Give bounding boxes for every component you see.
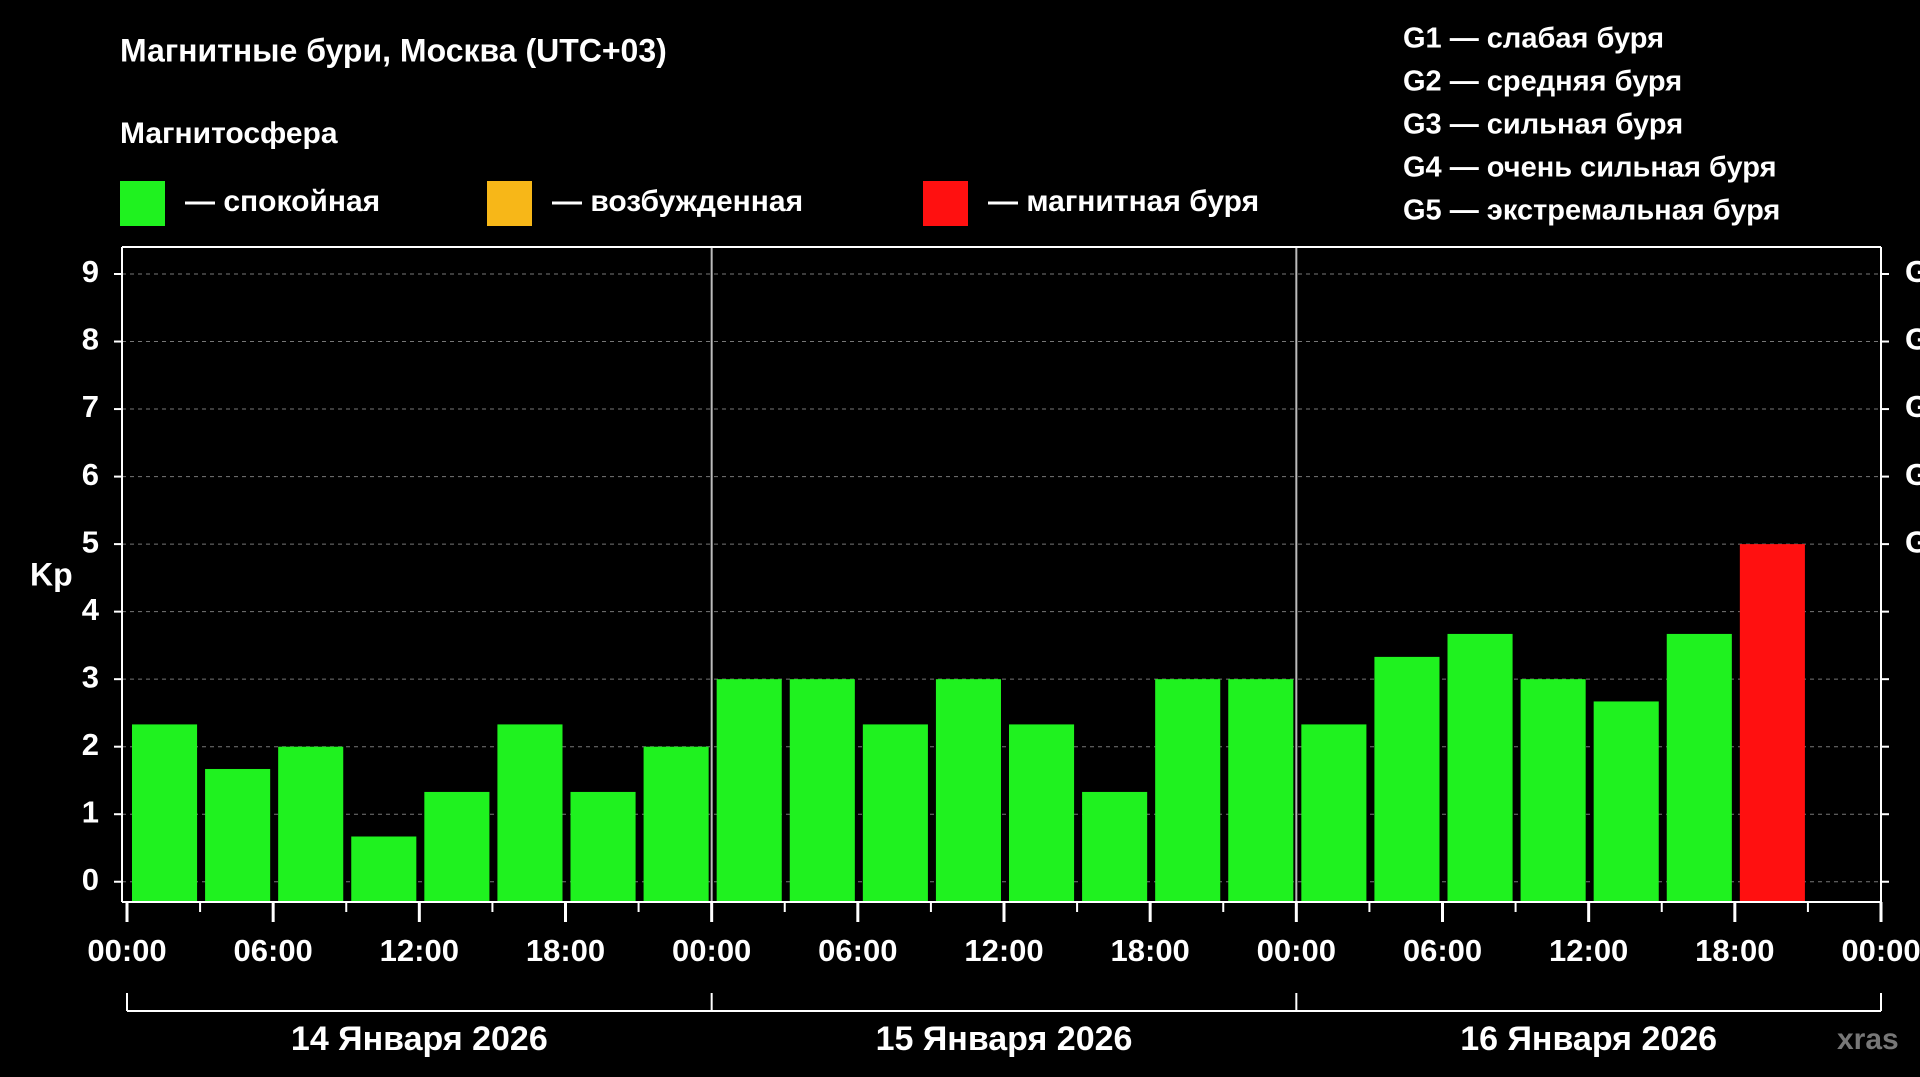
y-tick-label: 5 bbox=[82, 524, 99, 559]
watermark: xras bbox=[1837, 1023, 1899, 1056]
x-tick-label: 18:00 bbox=[1111, 933, 1190, 968]
bar bbox=[1301, 724, 1367, 902]
bar bbox=[278, 746, 344, 902]
legend-label: — магнитная буря bbox=[988, 185, 1259, 218]
y-axis-label: Kp bbox=[30, 556, 73, 592]
storm-level: G5 — экстремальная буря bbox=[1403, 195, 1780, 227]
x-tick-label: 00:00 bbox=[1841, 933, 1920, 968]
y-tick-label: 8 bbox=[82, 322, 99, 357]
bar bbox=[1082, 791, 1148, 902]
y2-tick-label: G1 bbox=[1905, 524, 1920, 559]
bar bbox=[643, 746, 709, 902]
legend-label: — возбужденная bbox=[552, 185, 803, 218]
y-tick-label: 4 bbox=[82, 592, 100, 627]
bar bbox=[935, 679, 1001, 902]
day-label: 14 Января 2026 bbox=[291, 1020, 548, 1058]
y2-tick-label: G5 bbox=[1905, 254, 1920, 289]
y-tick-label: 1 bbox=[82, 794, 99, 829]
x-tick-label: 06:00 bbox=[818, 933, 897, 968]
x-tick-label: 12:00 bbox=[1549, 933, 1628, 968]
y2-tick-label: G3 bbox=[1905, 389, 1920, 424]
x-tick-label: 18:00 bbox=[526, 933, 605, 968]
x-tick-label: 18:00 bbox=[1695, 933, 1774, 968]
day-label: 16 Января 2026 bbox=[1460, 1020, 1717, 1058]
legend-swatch bbox=[120, 181, 165, 226]
bar bbox=[789, 679, 855, 902]
y-tick-label: 7 bbox=[82, 389, 99, 424]
bar bbox=[716, 679, 782, 902]
bar bbox=[1374, 656, 1440, 902]
day-label: 15 Января 2026 bbox=[876, 1020, 1133, 1058]
storm-level: G1 — слабая буря bbox=[1403, 23, 1664, 55]
bar bbox=[1155, 679, 1221, 902]
storm-level: G3 — сильная буря bbox=[1403, 109, 1683, 141]
bar bbox=[1520, 679, 1586, 902]
bar bbox=[497, 724, 563, 902]
x-tick-label: 12:00 bbox=[964, 933, 1043, 968]
y-tick-label: 3 bbox=[82, 659, 99, 694]
legend-swatch bbox=[923, 181, 968, 226]
bar bbox=[205, 768, 271, 902]
x-tick-label: 00:00 bbox=[87, 933, 166, 968]
bar bbox=[1447, 633, 1513, 902]
x-tick-label: 06:00 bbox=[234, 933, 313, 968]
bar bbox=[132, 724, 198, 902]
x-tick-label: 00:00 bbox=[672, 933, 751, 968]
bar bbox=[1009, 724, 1075, 902]
chart-title: Магнитные бури, Москва (UTC+03) bbox=[120, 32, 667, 68]
x-tick-label: 00:00 bbox=[1257, 933, 1336, 968]
storm-level: G2 — средняя буря bbox=[1403, 66, 1682, 98]
bar bbox=[1228, 679, 1294, 902]
y-tick-label: 0 bbox=[82, 862, 99, 897]
bar bbox=[424, 791, 490, 902]
bar bbox=[1593, 701, 1659, 902]
storm-level: G4 — очень сильная буря bbox=[1403, 152, 1777, 184]
bar bbox=[1739, 544, 1805, 902]
y2-tick-label: G2 bbox=[1905, 457, 1920, 492]
y2-tick-label: G4 bbox=[1905, 322, 1920, 357]
legend-swatch bbox=[487, 181, 532, 226]
x-tick-label: 06:00 bbox=[1403, 933, 1482, 968]
bar bbox=[862, 724, 928, 902]
legend-label: — спокойная bbox=[185, 185, 380, 218]
x-tick-label: 12:00 bbox=[380, 933, 459, 968]
bar bbox=[1666, 633, 1732, 902]
legend-title: Магнитосфера bbox=[120, 117, 338, 150]
bar bbox=[570, 791, 636, 902]
y-tick-label: 2 bbox=[82, 727, 99, 762]
y-tick-label: 9 bbox=[82, 254, 99, 289]
y-tick-label: 6 bbox=[82, 457, 99, 492]
bar bbox=[351, 836, 417, 902]
